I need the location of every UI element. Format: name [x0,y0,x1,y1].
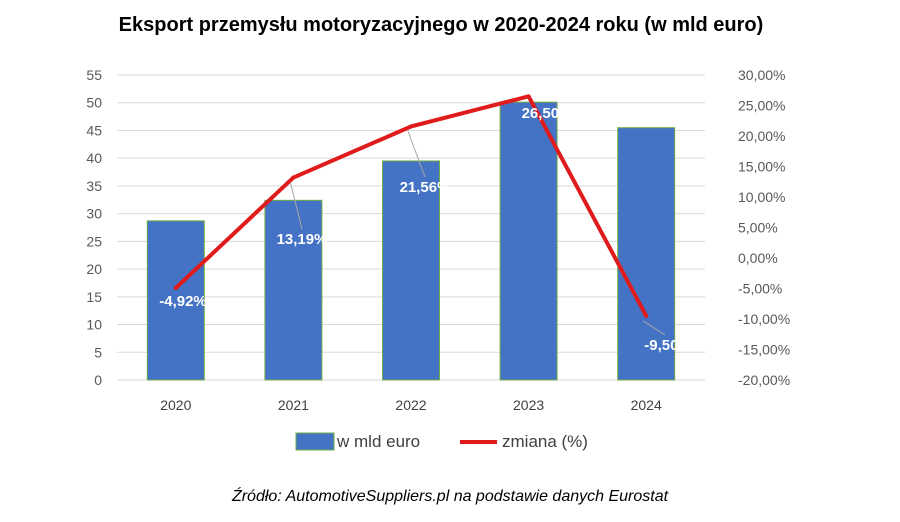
y-right-tick-label: 10,00% [738,189,785,205]
chart-title: Eksport przemysłu motoryzacyjnego w 2020… [118,14,764,36]
bar [617,127,676,381]
data-label: 21,56% [400,179,451,196]
y-left-tick-label: 15 [86,289,102,305]
bar [499,101,558,381]
y-left-tick-label: 10 [86,317,102,333]
y-left-tick-label: 30 [86,206,102,222]
data-label: 13,19% [277,231,328,248]
legend-bar-swatch [295,432,335,451]
x-tick-label: 2022 [395,397,426,413]
legend-label-bars: w mld euro [336,432,420,451]
y-left-tick-label: 50 [86,95,102,111]
y-right-tick-label: -10,00% [738,311,790,327]
y-left-tick-label: 25 [86,233,102,249]
y-left-tick-label: 55 [86,67,102,83]
legend-label-line: zmiana (%) [502,432,588,451]
bar [146,220,205,381]
y-right-tick-label: 20,00% [738,128,785,144]
line-point [173,286,178,291]
y-left-tick-label: 40 [86,150,102,166]
y-right-tick-label: -5,00% [738,281,782,297]
y-right-tick-label: -15,00% [738,342,790,358]
y-right-tick-label: 30,00% [738,67,785,83]
leader-line [642,320,666,336]
x-tick-label: 2024 [631,397,662,413]
y-right-tick-label: 5,00% [738,220,778,236]
line-point [526,94,531,99]
y-left-tick-label: 20 [86,261,102,277]
data-label: 26,50% [522,105,573,122]
bar [382,160,440,381]
source-note: Źródło: AutomotiveSuppliers.pl na podsta… [231,488,669,505]
x-tick-label: 2023 [513,397,544,413]
line-point [291,175,296,180]
leader-line [407,131,426,178]
y-left-tick-label: 45 [86,122,102,138]
bar [264,199,323,381]
y-right-tick-label: 25,00% [738,98,785,114]
leader-line [289,182,303,230]
x-tick-label: 2021 [278,397,309,413]
y-right-tick-label: 0,00% [738,250,778,266]
y-right-tick-label: -20,00% [738,372,790,388]
data-label: -4,92% [159,293,207,310]
y-left-tick-label: 5 [94,344,102,360]
y-right-tick-label: 15,00% [738,159,785,175]
y-left-tick-label: 0 [94,372,102,388]
x-tick-label: 2020 [160,397,191,413]
line-point [644,313,649,318]
data-label: -9,50% [644,337,692,354]
y-left-tick-label: 35 [86,178,102,194]
line-point [409,124,413,129]
